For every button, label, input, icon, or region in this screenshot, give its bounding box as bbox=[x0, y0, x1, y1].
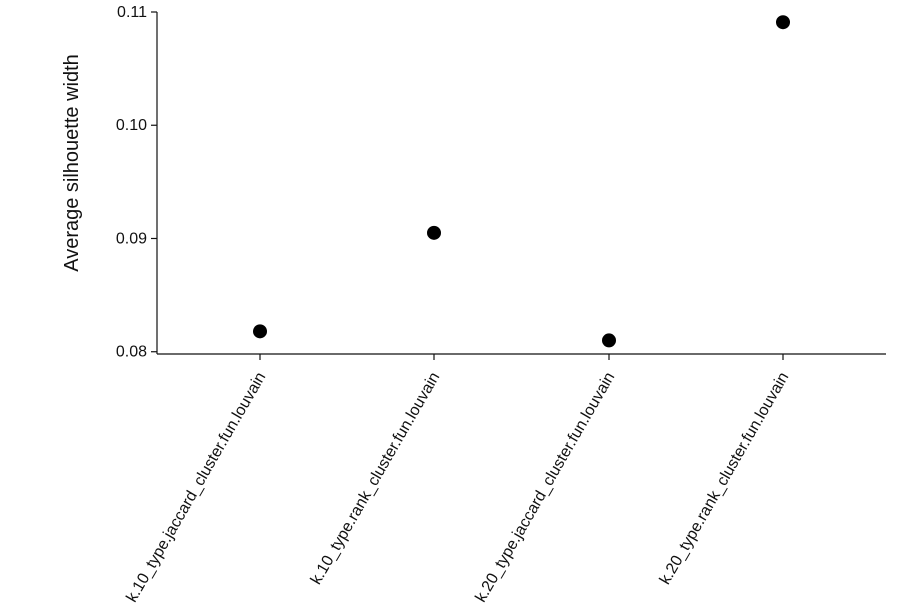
data-points bbox=[253, 15, 790, 348]
y-tick-label: 0.11 bbox=[117, 4, 147, 21]
y-ticks: 0.08 0.09 0.10 0.11 bbox=[116, 4, 157, 361]
data-point bbox=[776, 15, 790, 30]
y-tick-label: 0.08 bbox=[116, 344, 147, 361]
x-category-label: k.20_type.jaccard_cluster.fun.louvain bbox=[473, 370, 619, 606]
data-point bbox=[602, 333, 616, 348]
x-category-label: k.20_type.rank_cluster.fun.louvain bbox=[657, 370, 793, 588]
x-category-label: k.10_type.rank_cluster.fun.louvain bbox=[308, 370, 444, 588]
axes bbox=[156, 12, 886, 355]
data-point bbox=[253, 324, 267, 339]
y-axis-title: Average silhouette width bbox=[61, 54, 83, 272]
data-point bbox=[427, 225, 441, 240]
x-category-label: k.10_type.jaccard_cluster.fun.louvain bbox=[124, 370, 270, 606]
y-tick-label: 0.10 bbox=[116, 117, 147, 134]
x-ticks: k.10_type.jaccard_cluster.fun.louvain k.1… bbox=[124, 354, 793, 606]
y-tick-label: 0.09 bbox=[116, 230, 147, 247]
